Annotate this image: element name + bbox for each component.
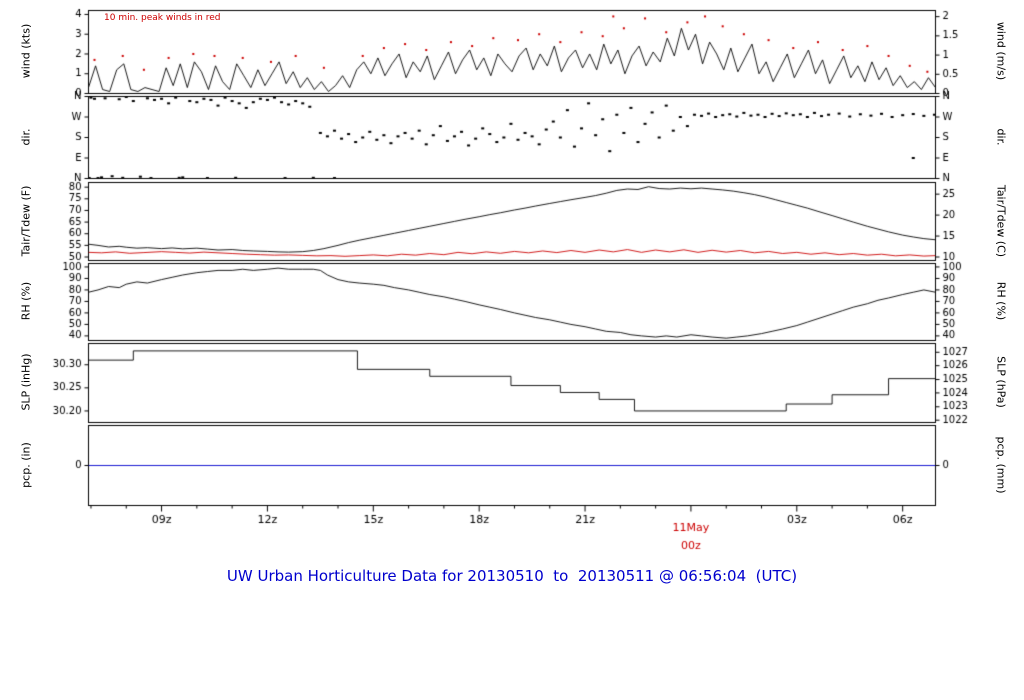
direction-left-axis-label: dir. xyxy=(19,128,33,146)
humidity-left-axis-label: RH (%) xyxy=(19,281,33,321)
temperature-left-axis-label: Tair/Tdew (F) xyxy=(19,185,33,257)
direction-right-axis-label: dir. xyxy=(994,128,1008,146)
precip-right-axis-label: pcp. (mm) xyxy=(994,436,1008,494)
temperature-right-axis-label: Tair/Tdew (C) xyxy=(994,184,1008,258)
wind-right-axis-label: wind (m/s) xyxy=(994,21,1008,81)
peak-winds-note: 10 min. peak winds in red xyxy=(104,13,221,23)
pressure-left-axis-label: SLP (inHg) xyxy=(19,353,33,411)
wind-left-axis-label: wind (kts) xyxy=(19,23,33,79)
humidity-right-axis-label: RH (%) xyxy=(994,281,1008,321)
precip-left-axis-label: pcp. (in) xyxy=(19,442,33,488)
pressure-right-axis-label: SLP (hPa) xyxy=(994,356,1008,408)
chart-title: UW Urban Horticulture Data for 20130510 … xyxy=(226,567,798,585)
